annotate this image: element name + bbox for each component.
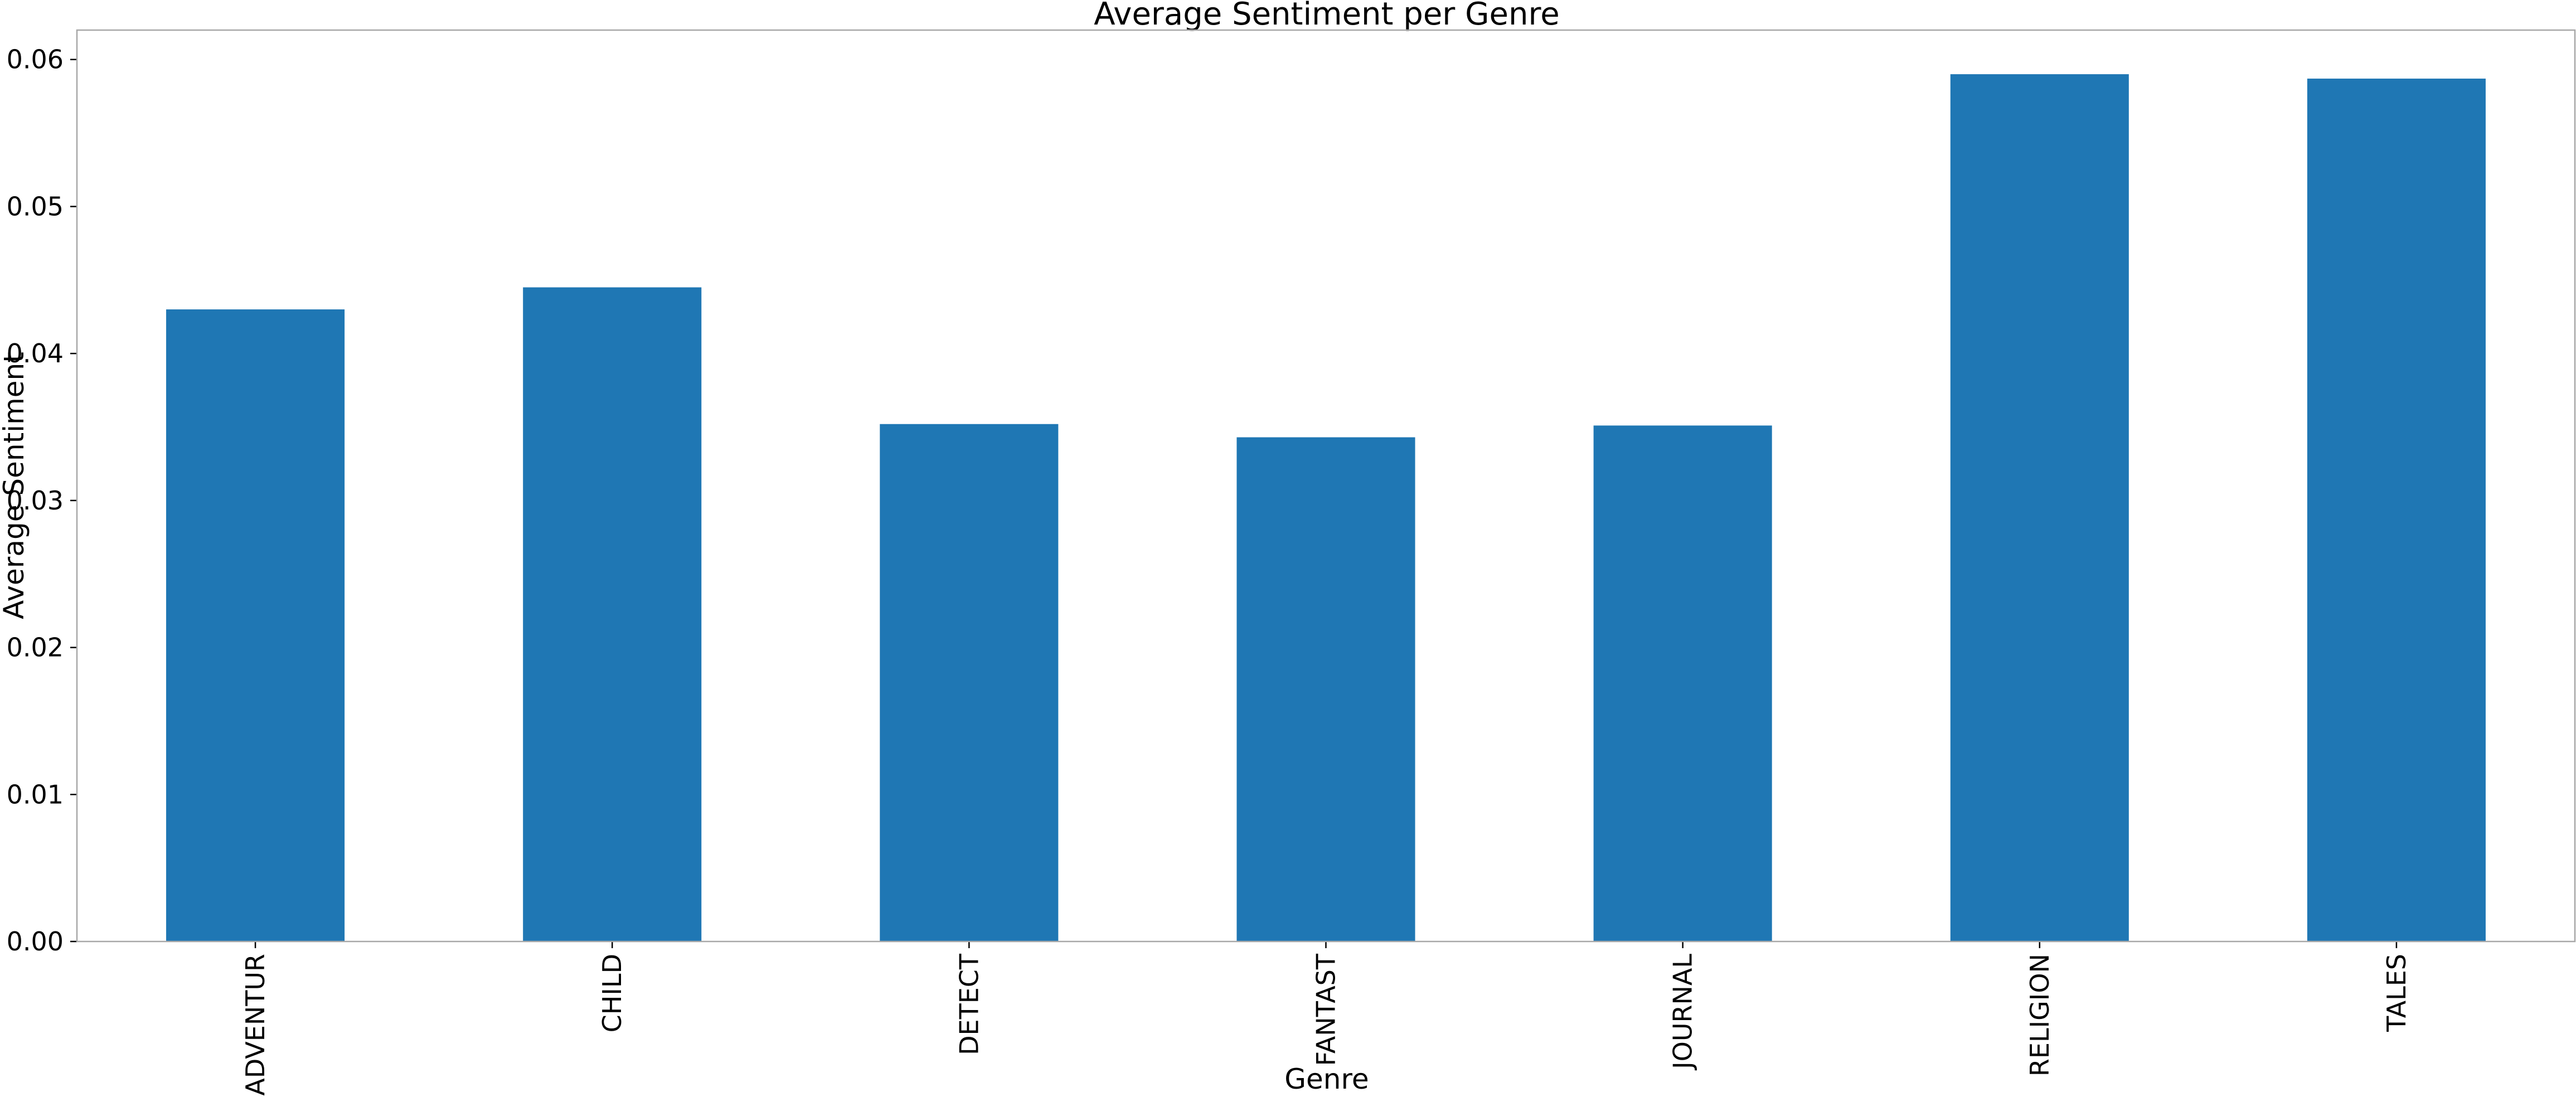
y-axis: 0.00 0.01 0.02 0.03 0.04 0.05 0.06 <box>7 45 77 957</box>
x-tick-label-tales: TALES <box>2381 954 2412 1032</box>
y-tick-label: 0.04 <box>7 338 64 368</box>
chart-title: Average Sentiment per Genre <box>1094 0 1559 32</box>
y-tick-label: 0.01 <box>7 779 64 809</box>
x-tick-label-detect: DETECT <box>954 953 984 1055</box>
y-tick-label: 0.03 <box>7 486 64 516</box>
bars-group <box>166 74 2486 942</box>
x-axis: ADVENTUR CHILD DETECT FANTAST JOURNAL RELIGIO… <box>240 941 2412 1096</box>
plot-frame <box>76 29 2576 943</box>
bar-child <box>523 287 702 941</box>
bar-detect <box>880 424 1059 941</box>
bar-journal <box>1593 425 1772 941</box>
x-tick-label-fantast: FANTAST <box>1311 953 1341 1066</box>
y-tick-label: 0.05 <box>7 191 64 221</box>
bar-tales <box>2307 79 2486 942</box>
x-tick-label-journal: JOURNAL <box>1668 954 1698 1071</box>
y-tick-label: 0.06 <box>7 45 64 75</box>
x-tick-label-child: CHILD <box>597 954 627 1032</box>
y-tick-label: 0.00 <box>7 926 64 957</box>
y-tick-label: 0.02 <box>7 633 64 663</box>
x-axis-label: Genre <box>1284 1063 1369 1095</box>
y-axis-label: Average Sentiment <box>0 352 30 619</box>
x-tick-label-adventur: ADVENTUR <box>240 954 270 1096</box>
bar-adventur <box>166 309 345 942</box>
bar-religion <box>1950 74 2129 941</box>
x-tick-label-religion: RELIGION <box>2025 954 2055 1076</box>
bar-fantast <box>1236 437 1415 941</box>
